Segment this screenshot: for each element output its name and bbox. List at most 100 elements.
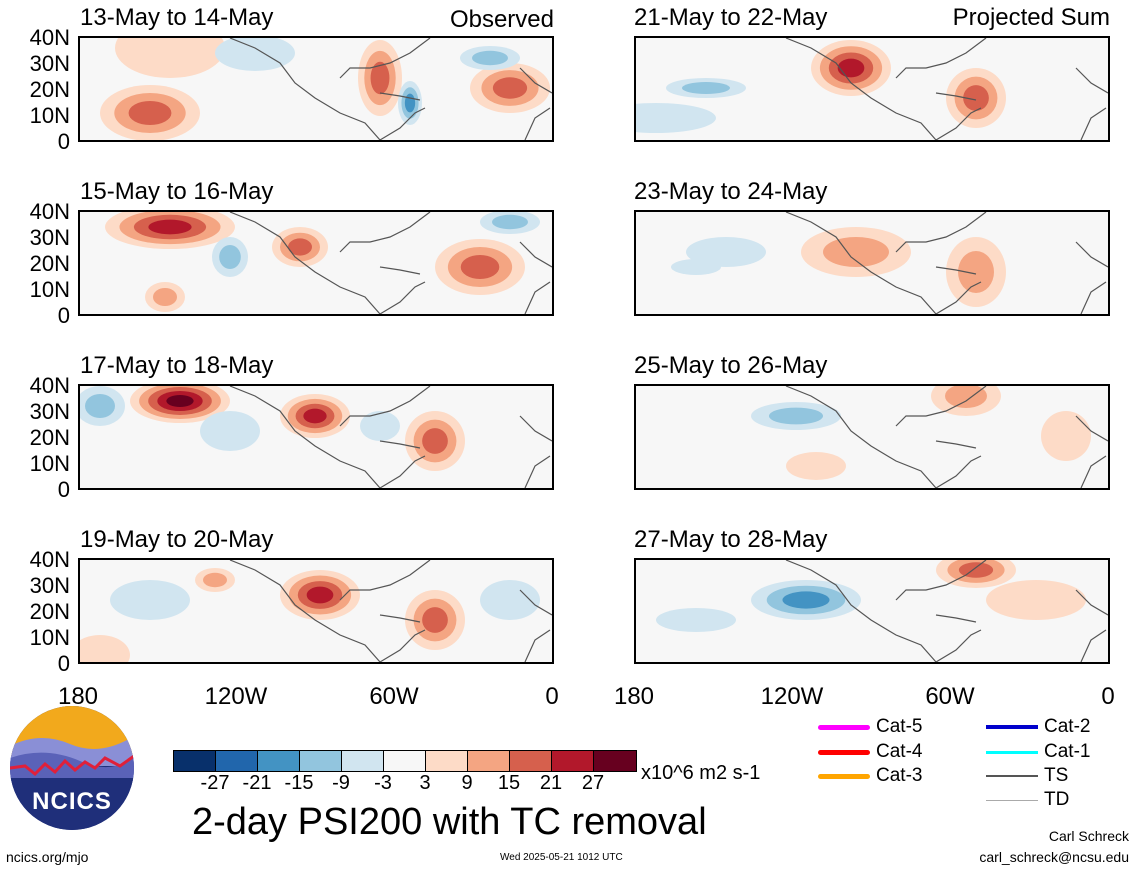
y-tick-label: 20N [29, 599, 70, 624]
map-panel-proj-2 [634, 210, 1110, 316]
map-panel-proj-4 [634, 558, 1110, 664]
anomaly-contour [215, 38, 295, 71]
legend-swatch [818, 773, 870, 779]
anomaly-contour [963, 85, 989, 111]
anomaly-contour [115, 38, 225, 78]
panel-title: 25-May to 26-May [634, 352, 828, 379]
y-tick-label: 10N [29, 625, 70, 650]
coastline [785, 386, 1108, 488]
ncics-logo: NCICS [10, 706, 134, 830]
anomaly-contour [837, 58, 865, 78]
panel-title: 21-May to 22-May [634, 4, 828, 31]
map-panel-obs-1 [78, 36, 554, 142]
colorbar-swatch [384, 751, 426, 771]
anomaly-contour [492, 77, 528, 99]
footer-email: carl_schreck@ncsu.edu [979, 849, 1129, 865]
y-tick-label: 40N [29, 25, 70, 50]
coastline [229, 38, 552, 140]
coastline [785, 560, 1108, 662]
legend-swatch [818, 749, 870, 755]
figure-title: 2-day PSI200 with TC removal [192, 801, 707, 843]
legend-label: Cat-1 [1044, 741, 1091, 762]
y-tick-label: 0 [57, 477, 70, 502]
anomaly-contour [786, 452, 846, 480]
anomaly-contour [823, 237, 889, 267]
y-tick-label: 20N [29, 251, 70, 276]
panel-title: 13-May to 14-May [80, 4, 274, 31]
anomaly-contour [203, 572, 227, 588]
x-tick-label: 0 [545, 683, 559, 710]
logo-text: NCICS [32, 788, 112, 815]
anomaly-contour [110, 580, 190, 620]
x-tick-label: 180 [57, 683, 99, 710]
map-panel-proj-1 [634, 36, 1110, 142]
anomaly-contour [492, 214, 528, 230]
legend-label: Cat-4 [876, 741, 923, 762]
colorbar-swatch [216, 751, 258, 771]
legend-label: TD [1044, 789, 1070, 810]
anomaly-contour [769, 407, 823, 425]
colorbar [173, 750, 637, 772]
colorbar-tick-label: 15 [497, 772, 521, 794]
anomaly-contour [80, 635, 130, 662]
anomaly-contour [945, 386, 987, 408]
legend-label: Cat-5 [876, 716, 923, 737]
y-tick-label: 20N [29, 425, 70, 450]
y-tick-label: 30N [29, 399, 70, 424]
map-background [636, 386, 1108, 488]
anomaly-contour [153, 288, 177, 306]
x-tick-label: 120W [760, 683, 824, 710]
legend-label: TS [1044, 765, 1069, 786]
anomaly-contour [200, 411, 260, 451]
anomaly-contour [782, 591, 830, 609]
anomaly-contour [986, 580, 1086, 620]
anomaly-contour [306, 586, 334, 604]
coastline [785, 38, 1108, 140]
panel-title: 27-May to 28-May [634, 526, 828, 553]
legend-cat4: Cat-4 [818, 741, 922, 763]
panel-title: 15-May to 16-May [80, 178, 274, 205]
anomaly-contour [636, 103, 716, 133]
colorbar-swatch [552, 751, 594, 771]
legend-swatch [986, 799, 1038, 801]
anomaly-contour [422, 428, 448, 454]
x-tick-label: 60W [925, 683, 975, 710]
x-tick-label: 0 [1101, 683, 1115, 710]
x-tick-label: 60W [369, 683, 419, 710]
legend-td: TD [986, 789, 1069, 811]
anomaly-contour [671, 259, 721, 275]
coastline [229, 560, 552, 662]
map-panel-proj-3 [634, 384, 1110, 490]
legend-swatch [986, 775, 1038, 777]
colorbar-units: x10^6 m2 s-1 [641, 762, 761, 784]
colorbar-tick-label: 9 [461, 772, 473, 794]
colorbar-tick-label: -27 [200, 772, 230, 794]
footer-url: ncics.org/mjo [6, 849, 89, 865]
colorbar-swatch [510, 751, 552, 771]
colorbar-swatch [426, 751, 468, 771]
anomaly-contour [958, 251, 994, 293]
colorbar-swatch [258, 751, 300, 771]
y-tick-label: 30N [29, 225, 70, 250]
anomaly-contour [682, 82, 730, 94]
map-panel-obs-4 [78, 558, 554, 664]
map-panel-obs-2 [78, 210, 554, 316]
y-tick-label: 30N [29, 51, 70, 76]
panel-tag-projected: Projected Sum [952, 4, 1110, 31]
map-panel-obs-3 [78, 384, 554, 490]
colorbar-tick-label: -21 [242, 772, 272, 794]
x-tick-label: 120W [204, 683, 268, 710]
y-tick-label: 10N [29, 277, 70, 302]
panel-title: 19-May to 20-May [80, 526, 274, 553]
legend-label: Cat-3 [876, 765, 923, 786]
legend-cat2: Cat-2 [986, 716, 1090, 738]
colorbar-tick-label: 3 [419, 772, 431, 794]
anomaly-contour [460, 255, 500, 279]
colorbar-swatch [594, 751, 636, 771]
coastline [229, 212, 552, 314]
y-tick-label: 10N [29, 451, 70, 476]
colorbar-swatch [174, 751, 216, 771]
y-tick-label: 30N [29, 573, 70, 598]
y-tick-label: 0 [57, 303, 70, 328]
anomaly-contour [404, 93, 416, 113]
